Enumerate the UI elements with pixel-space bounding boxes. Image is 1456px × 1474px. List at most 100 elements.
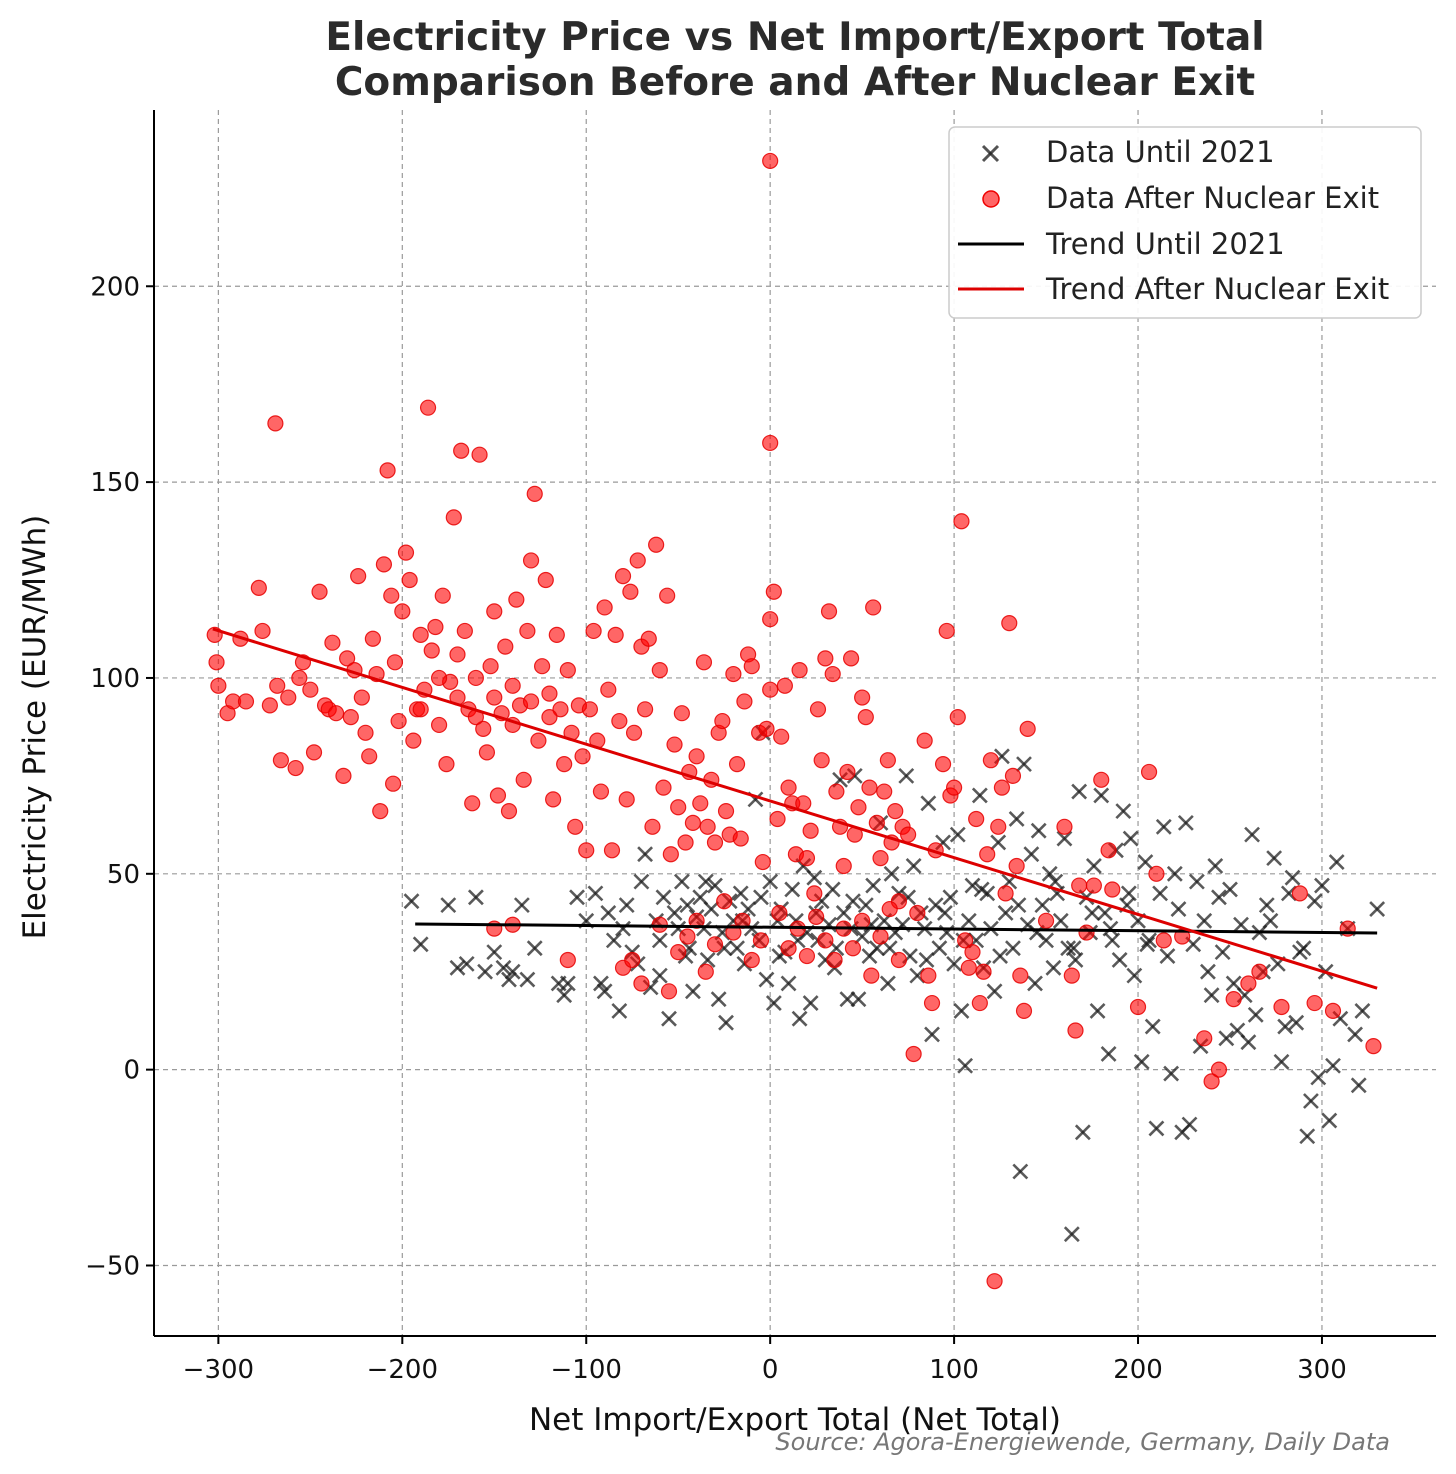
point-before	[1027, 975, 1043, 992]
point-before	[1325, 1057, 1341, 1074]
point-after	[666, 736, 683, 753]
y-tick-label: 50	[107, 860, 140, 890]
point-after	[1093, 771, 1110, 788]
point-after	[324, 634, 341, 651]
point-after	[1015, 1002, 1033, 1019]
point-after	[267, 415, 284, 432]
point-after	[660, 983, 678, 1000]
point-before	[762, 873, 779, 890]
point-after	[611, 712, 628, 730]
point-before	[559, 975, 576, 992]
point-after	[489, 787, 507, 804]
point-after	[508, 591, 525, 608]
point-after	[533, 658, 551, 675]
point-before	[1299, 1128, 1316, 1145]
point-before	[1115, 803, 1132, 820]
point-before	[587, 885, 604, 902]
legend-box	[948, 126, 1422, 319]
point-before	[1240, 1034, 1257, 1051]
legend-label-after: Data After Nuclear Exit	[1046, 181, 1379, 215]
point-after	[1291, 885, 1308, 902]
point-after	[497, 638, 514, 655]
point-after	[920, 967, 937, 984]
point-after	[559, 662, 576, 679]
point-after	[728, 756, 746, 773]
point-after	[677, 834, 694, 851]
point-after	[732, 830, 749, 847]
point-after	[434, 587, 451, 604]
point-after	[798, 850, 816, 867]
point-before	[845, 893, 861, 910]
point-after	[585, 622, 602, 640]
point-after	[953, 513, 970, 530]
point-after	[1365, 1038, 1382, 1055]
point-before	[854, 928, 871, 945]
point-after	[644, 818, 661, 835]
point-after	[900, 826, 917, 843]
point-before	[1350, 1077, 1367, 1094]
point-after	[1100, 842, 1117, 859]
point-after	[828, 783, 845, 800]
point-after	[1273, 998, 1290, 1016]
point-after	[946, 779, 963, 796]
point-after	[802, 822, 819, 839]
point-after	[968, 810, 985, 828]
point-after	[868, 814, 885, 831]
point-before	[1159, 948, 1176, 964]
point-after	[567, 818, 584, 835]
point-before	[1065, 940, 1082, 957]
point-after	[861, 779, 878, 796]
point-after	[614, 568, 632, 585]
point-after	[706, 834, 724, 851]
point-before	[936, 905, 953, 921]
point-after	[909, 904, 926, 922]
point-before	[477, 963, 493, 980]
point-before	[986, 983, 1003, 1000]
point-after	[1037, 912, 1055, 929]
point-before	[679, 897, 696, 914]
point-before	[857, 897, 874, 914]
point-before	[949, 826, 966, 843]
point-after	[890, 951, 908, 969]
y-tick-label: 0	[123, 1056, 140, 1086]
point-after	[997, 885, 1014, 902]
point-after	[364, 630, 381, 647]
point-after	[857, 709, 874, 726]
point-before	[486, 944, 503, 961]
point-after	[237, 693, 255, 710]
point-before	[1266, 850, 1283, 867]
point-after	[714, 712, 731, 730]
x-axis-ticks: −300 −200 −100 0 100 200 300	[183, 1336, 1347, 1385]
point-after	[982, 752, 999, 769]
point-after	[960, 959, 977, 976]
point-before	[1005, 940, 1021, 957]
point-before	[1262, 912, 1279, 929]
point-after	[863, 967, 880, 984]
point-after	[769, 810, 786, 828]
trend-line-before	[415, 922, 1378, 935]
point-after	[475, 720, 492, 737]
point-after	[522, 693, 540, 710]
point-after	[552, 701, 569, 718]
point-after	[401, 571, 418, 589]
point-before	[806, 869, 823, 886]
point-after	[478, 744, 496, 761]
point-after	[938, 622, 955, 640]
point-after	[394, 603, 411, 620]
point-after	[302, 681, 319, 698]
y-tick-label: 100	[90, 664, 140, 694]
point-before	[1041, 865, 1058, 882]
point-after	[993, 779, 1011, 796]
point-after	[826, 951, 843, 969]
point-before	[596, 983, 613, 1000]
point-after	[986, 1273, 1003, 1290]
point-before	[633, 873, 650, 890]
point-after	[971, 994, 988, 1012]
point-after	[725, 924, 742, 941]
point-after	[791, 662, 808, 679]
point-before	[1148, 1120, 1165, 1137]
point-after	[758, 720, 775, 737]
point-after	[798, 947, 816, 965]
legend: Data Until 2021 Data After Nuclear Exit …	[948, 126, 1422, 319]
point-after	[780, 779, 797, 796]
